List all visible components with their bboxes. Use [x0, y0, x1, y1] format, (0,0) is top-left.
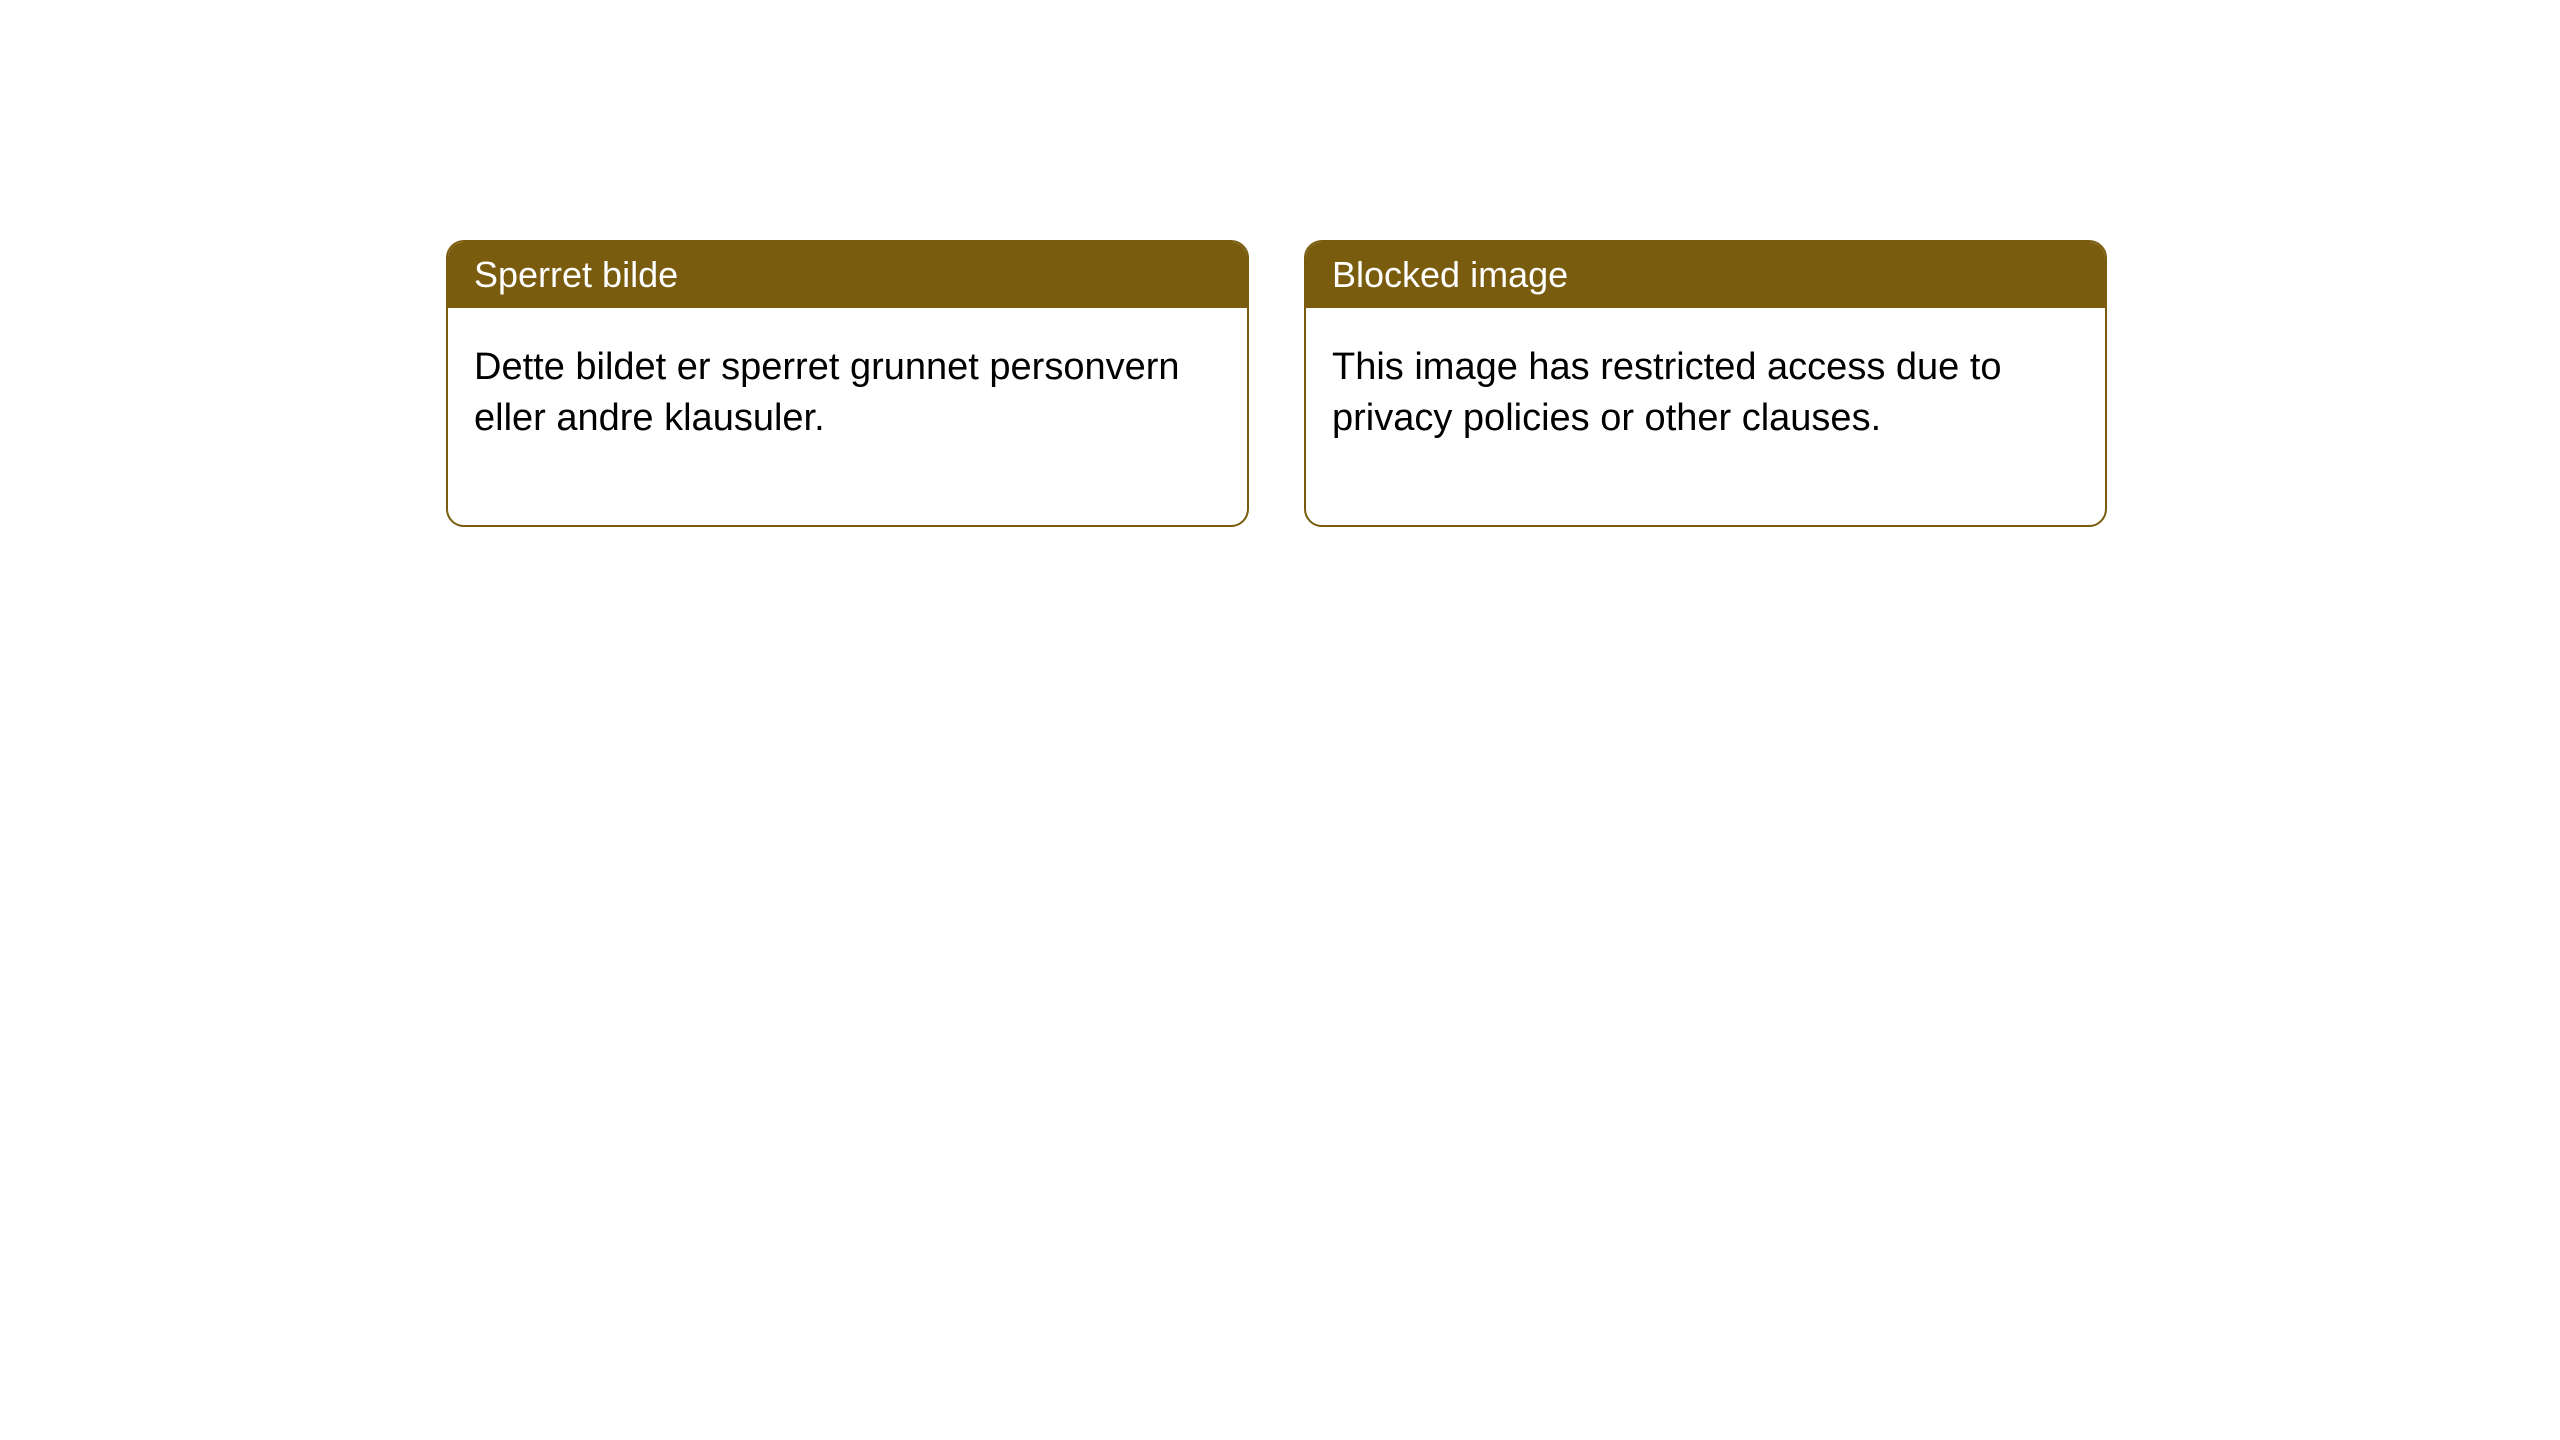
notice-body: This image has restricted access due to …	[1306, 308, 2105, 525]
notice-text: Dette bildet er sperret grunnet personve…	[474, 346, 1180, 439]
notice-text: This image has restricted access due to …	[1332, 346, 2002, 439]
notice-card-norwegian: Sperret bilde Dette bildet er sperret gr…	[446, 240, 1249, 527]
notice-title: Sperret bilde	[474, 254, 678, 295]
notice-body: Dette bildet er sperret grunnet personve…	[448, 308, 1247, 525]
notice-cards-container: Sperret bilde Dette bildet er sperret gr…	[446, 240, 2107, 527]
notice-title: Blocked image	[1332, 254, 1568, 295]
notice-card-english: Blocked image This image has restricted …	[1304, 240, 2107, 527]
notice-header: Blocked image	[1306, 242, 2105, 308]
notice-header: Sperret bilde	[448, 242, 1247, 308]
